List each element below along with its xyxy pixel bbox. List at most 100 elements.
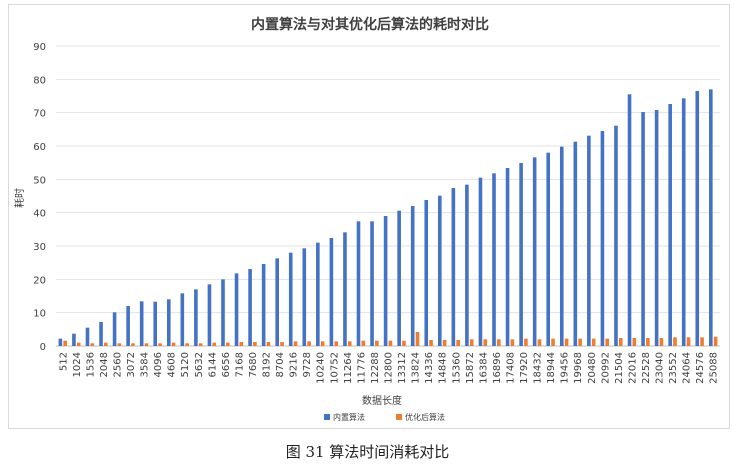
- x-tick-label: 21504: [614, 352, 625, 384]
- x-tick-label: 15872: [465, 352, 476, 384]
- bar-series-1: [248, 269, 252, 346]
- bar-series-2: [375, 340, 379, 346]
- bar-series-1: [478, 177, 483, 346]
- bar-series-1: [99, 322, 103, 346]
- bar-series-1: [153, 301, 158, 346]
- bar-series-2: [713, 336, 718, 346]
- bar-series-1: [288, 252, 293, 346]
- bar-series-1: [681, 98, 686, 346]
- x-tick-label: 14336: [424, 352, 435, 384]
- gridlines: [56, 45, 720, 347]
- figure-caption: 图 31 算法时间消耗对比: [285, 443, 450, 461]
- bars: [58, 89, 718, 346]
- bar-series-2: [537, 339, 542, 346]
- x-tick-label: 2560: [112, 352, 123, 377]
- x-tick-label: 10240: [316, 352, 327, 384]
- bar-series-2: [388, 340, 393, 346]
- bar-series-1: [614, 125, 618, 346]
- bar-series-2: [253, 342, 257, 346]
- bar-series-1: [261, 264, 266, 346]
- x-tick-label: 2048: [99, 352, 110, 377]
- x-tick-label: 10752: [329, 352, 340, 384]
- bar-series-1: [410, 206, 415, 346]
- bar-series-2: [673, 337, 677, 346]
- y-tick-label: 90: [33, 42, 46, 53]
- x-tick-label: 15360: [451, 352, 462, 384]
- bar-series-1: [424, 200, 429, 346]
- x-tick-label: 512: [58, 352, 69, 371]
- bar-series-1: [532, 157, 537, 346]
- x-tick-label: 17920: [519, 352, 530, 384]
- bar-series-1: [343, 232, 347, 346]
- bar-series-1: [519, 163, 523, 346]
- bar-series-2: [198, 343, 203, 346]
- bar-series-1: [438, 195, 442, 346]
- bar-series-1: [126, 306, 130, 346]
- bar-series-2: [510, 339, 515, 346]
- y-tick-label: 20: [33, 275, 46, 286]
- bar-series-2: [185, 343, 189, 346]
- x-axis-ticks: 512 1024 1536 2048 2560 3072 3584 4096 4608 5120 5…: [58, 352, 719, 384]
- bar-series-2: [225, 342, 230, 346]
- x-tick-label: 14848: [438, 352, 449, 384]
- bar-series-2: [456, 340, 460, 346]
- bar-series-1: [559, 146, 564, 346]
- x-tick-label: 5120: [180, 352, 191, 377]
- bar-series-2: [307, 341, 311, 346]
- x-tick-label: 12800: [384, 352, 395, 384]
- x-tick-label: 13824: [411, 352, 422, 384]
- x-tick-label: 8192: [262, 352, 273, 377]
- bar-series-2: [497, 339, 501, 346]
- bar-series-2: [686, 337, 691, 346]
- y-axis-label: 耗时: [14, 188, 26, 208]
- x-tick-label: 6144: [207, 352, 218, 377]
- bar-series-2: [239, 342, 244, 346]
- bar-series-1: [465, 184, 469, 346]
- bar-series-2: [591, 338, 596, 346]
- x-tick-label: 18432: [533, 352, 544, 384]
- bar-series-2: [429, 340, 433, 346]
- bar-series-2: [293, 341, 298, 346]
- x-tick-label: 3584: [140, 352, 151, 377]
- x-tick-label: 7680: [248, 352, 259, 377]
- bar-series-2: [347, 341, 352, 346]
- bar-series-1: [587, 135, 591, 346]
- x-tick-label: 18944: [546, 352, 557, 384]
- x-tick-label: 16896: [492, 352, 503, 384]
- x-axis-label: 数据长度: [362, 394, 402, 407]
- y-tick-label: 40: [33, 209, 46, 220]
- bar-series-2: [90, 343, 95, 346]
- y-axis-ticks: 0 10 20 30 40 50 60 70 80 90: [33, 42, 46, 353]
- bar-series-2: [131, 343, 135, 346]
- bar-series-1: [329, 238, 334, 346]
- bar-series-1: [194, 289, 198, 346]
- x-tick-label: 5632: [194, 352, 205, 377]
- x-tick-label: 22528: [641, 352, 652, 384]
- y-tick-label: 70: [33, 109, 46, 120]
- bar-series-2: [564, 338, 569, 346]
- bar-series-2: [605, 338, 610, 346]
- legend-label-series-1: 内置算法: [333, 412, 365, 422]
- bar-series-1: [695, 91, 700, 346]
- x-tick-label: 3072: [126, 352, 137, 377]
- x-tick-label: 12288: [370, 352, 381, 384]
- x-tick-label: 19456: [560, 352, 571, 384]
- x-tick-label: 23552: [668, 352, 679, 384]
- bar-series-1: [546, 152, 551, 346]
- bar-series-2: [76, 342, 81, 346]
- bar-chart: 内置算法与对其优化后算法的耗时对比 0 10 20 30 40 50 60 70 80 90 51…: [14, 16, 720, 422]
- bar-series-2: [63, 340, 67, 346]
- bar-series-1: [356, 221, 361, 346]
- bar-series-1: [85, 327, 90, 346]
- x-tick-label: 1536: [85, 352, 96, 377]
- bar-series-2: [334, 341, 338, 346]
- bar-series-2: [618, 338, 623, 346]
- bar-series-1: [112, 312, 117, 346]
- x-tick-label: 8704: [275, 352, 286, 377]
- legend-swatch-series-2: [396, 414, 402, 420]
- bar-series-1: [275, 258, 279, 346]
- bar-series-2: [320, 341, 325, 346]
- x-tick-label: 17408: [505, 352, 516, 384]
- bar-series-1: [58, 338, 63, 346]
- bar-series-2: [578, 338, 582, 346]
